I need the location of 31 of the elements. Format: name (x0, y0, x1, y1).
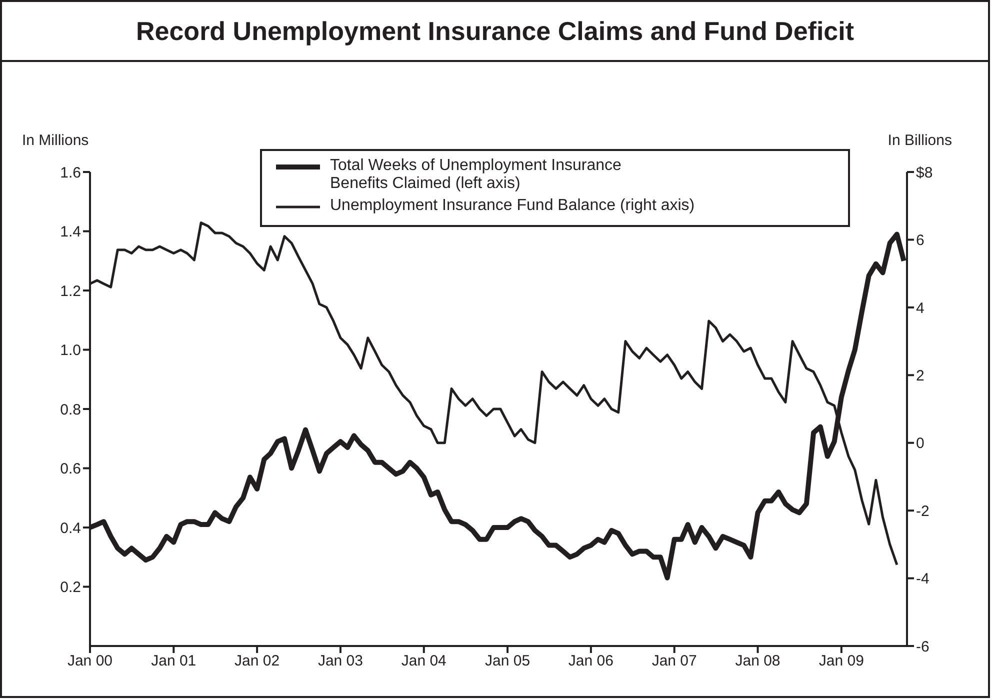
x-tick-label: Jan 05 (485, 652, 530, 670)
y-tick-label: 1.0 (60, 342, 81, 360)
y-tick-label: 0.2 (60, 579, 81, 596)
y-tick-label: 0.6 (60, 460, 81, 478)
y2-tick-label: 4 (916, 300, 924, 317)
y-tick-label: 1.4 (60, 224, 81, 241)
y2-axis-title: In Billions (888, 132, 952, 149)
legend-label: Total Weeks of Unemployment Insurance Benefits Claimed (left axis) (330, 157, 622, 193)
x-tick-label: Jan 04 (401, 652, 446, 670)
chart-title: Record Unemployment Insurance Claims and Fund Deficit (2, 2, 988, 62)
x-tick-label: Jan 00 (67, 652, 113, 670)
y2-tick-label: 0 (916, 435, 924, 452)
y-tick-label: 1.2 (60, 282, 81, 300)
y2-tick-label: -6 (916, 638, 930, 656)
y-tick-label: 0.4 (60, 520, 81, 537)
x-tick-label: Jan 08 (735, 652, 780, 670)
y2-tick-label: $8 (916, 164, 933, 182)
y2-tick-label: -2 (916, 502, 930, 520)
y-tick-label: 1.6 (60, 164, 81, 182)
y2-tick-label: -4 (916, 570, 930, 588)
x-tick-label: Jan 01 (151, 652, 196, 670)
x-tick-label: Jan 03 (318, 652, 363, 670)
x-tick-label: Jan 07 (652, 652, 697, 670)
y-tick-label: 0.8 (60, 401, 81, 418)
x-tick-label: Jan 06 (568, 652, 614, 670)
y2-tick-label: 2 (916, 367, 924, 384)
y-axis-title: In Millions (22, 132, 89, 149)
x-tick-label: Jan 09 (818, 652, 864, 670)
legend-label: Unemployment Insurance Fund Balance (right axis) (330, 197, 695, 215)
x-tick-label: Jan 02 (234, 652, 280, 670)
y2-tick-label: 6 (916, 232, 924, 250)
